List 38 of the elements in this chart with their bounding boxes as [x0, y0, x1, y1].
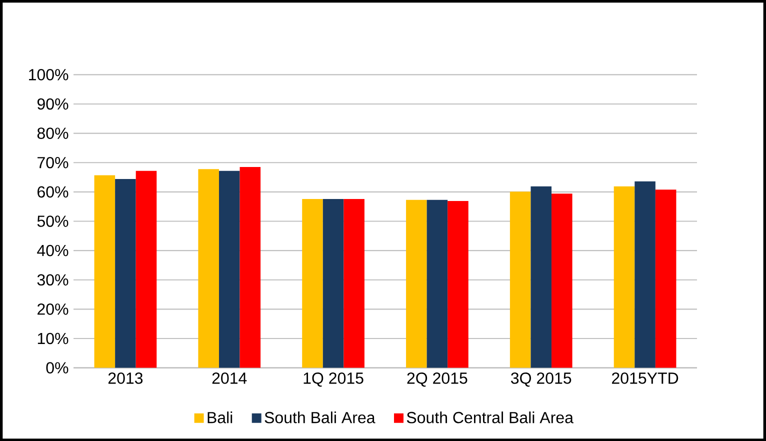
- bar: [198, 168, 219, 368]
- x-tick-label: 2014: [212, 372, 247, 384]
- bar: [406, 200, 427, 368]
- y-tick-label: 20%: [38, 303, 68, 315]
- y-tick-label: 30%: [37, 274, 68, 286]
- bar: [115, 178, 136, 368]
- bar: [344, 198, 364, 368]
- bar: [240, 166, 261, 368]
- bar: [510, 191, 531, 368]
- legend-label: South Central Bali Area: [406, 411, 574, 424]
- legend-label: South Bali Area: [264, 411, 376, 424]
- bar: [655, 189, 676, 368]
- x-tick-label: 2013: [108, 372, 143, 384]
- y-tick-label: 70%: [38, 156, 68, 168]
- bar: [218, 170, 240, 368]
- bar: [426, 200, 448, 368]
- bar: [634, 181, 656, 368]
- bar: [448, 200, 468, 368]
- x-tick-label: 1Q 2015: [304, 372, 364, 387]
- y-tick-label: 100%: [29, 68, 68, 80]
- bar: [302, 198, 323, 368]
- bar: [552, 194, 572, 368]
- y-tick-label: 10%: [38, 332, 68, 344]
- bar: [530, 186, 552, 368]
- x-tick-label: 2015YTD: [612, 372, 678, 384]
- bar: [136, 170, 157, 368]
- y-tick-label: 90%: [37, 98, 68, 110]
- x-tick-label: 3Q 2015: [511, 372, 572, 387]
- legend-label: Bali: [208, 411, 232, 424]
- x-tick-label: 2Q 2015: [407, 372, 468, 387]
- bar: [614, 186, 635, 368]
- bar: [322, 198, 344, 368]
- bar: [94, 175, 116, 368]
- y-tick-label: 0%: [46, 362, 68, 374]
- y-tick-label: 40%: [37, 244, 68, 256]
- y-tick-label: 60%: [38, 186, 68, 198]
- y-tick-label: 50%: [37, 215, 68, 227]
- y-tick-label: 80%: [37, 127, 68, 139]
